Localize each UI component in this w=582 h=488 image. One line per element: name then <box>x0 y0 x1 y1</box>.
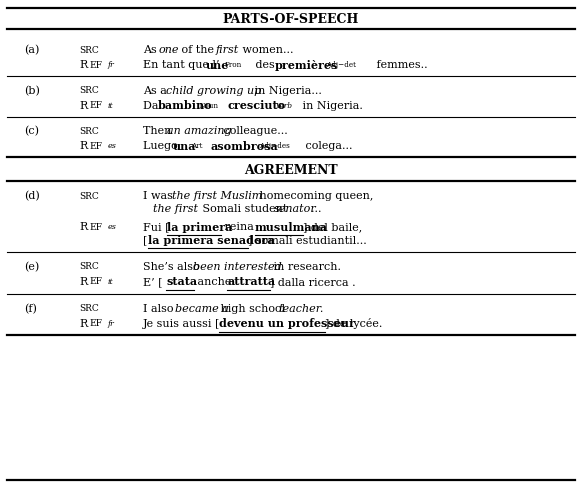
Text: women...: women... <box>239 45 294 55</box>
Text: EF: EF <box>90 223 102 232</box>
Text: in Nigeria...: in Nigeria... <box>251 86 322 96</box>
Text: asombrosa: asombrosa <box>210 141 278 152</box>
Text: ] somalí estudiantil...: ] somalí estudiantil... <box>248 235 367 245</box>
Text: la primera: la primera <box>168 222 233 233</box>
Text: [: [ <box>143 235 147 245</box>
Text: senator: senator <box>274 204 317 214</box>
Text: EF: EF <box>90 61 102 70</box>
Text: ...: ... <box>311 204 321 214</box>
Text: As: As <box>143 45 160 55</box>
Text: R: R <box>79 277 87 287</box>
Text: R: R <box>79 223 87 232</box>
Text: (a): (a) <box>24 45 40 56</box>
Text: child growing up: child growing up <box>166 86 261 96</box>
Text: (e): (e) <box>24 262 39 272</box>
Text: (d): (d) <box>24 191 40 202</box>
Text: Luego: Luego <box>143 141 181 151</box>
Text: fr: fr <box>108 320 115 328</box>
Text: Da: Da <box>143 101 162 111</box>
Text: I was: I was <box>143 191 176 202</box>
Text: reina: reina <box>221 223 257 232</box>
Text: been interested: been interested <box>193 262 282 272</box>
Text: it: it <box>108 278 113 286</box>
Text: EF: EF <box>90 278 102 286</box>
Text: devenu un professeur: devenu un professeur <box>219 318 355 329</box>
Text: colega...: colega... <box>302 141 353 151</box>
Text: anche: anche <box>194 277 235 287</box>
Text: EF: EF <box>90 142 102 151</box>
Text: teacher.: teacher. <box>278 304 324 314</box>
Text: R: R <box>79 319 87 329</box>
Text: SRC: SRC <box>79 192 99 201</box>
Text: SRC: SRC <box>79 46 99 55</box>
Text: the first: the first <box>154 204 198 214</box>
Text: SRC: SRC <box>79 86 99 95</box>
Text: one: one <box>159 45 179 55</box>
Text: Adj−det: Adj−det <box>326 61 356 69</box>
Text: in Nigeria.: in Nigeria. <box>299 101 363 111</box>
Text: ] del baile,: ] del baile, <box>303 223 363 232</box>
Text: Then: Then <box>143 126 175 136</box>
Text: Art: Art <box>191 142 203 150</box>
Text: femmes..: femmes.. <box>374 61 428 70</box>
Text: high school: high school <box>217 304 289 314</box>
Text: premières: premières <box>275 60 338 71</box>
Text: stata: stata <box>166 277 197 287</box>
Text: fr: fr <box>108 61 115 69</box>
Text: an amazing: an amazing <box>168 126 232 136</box>
Text: SRC: SRC <box>79 304 99 313</box>
Text: musulmana: musulmana <box>255 222 328 233</box>
Text: attratta: attratta <box>227 277 275 287</box>
Text: Je suis aussi [: Je suis aussi [ <box>143 319 221 329</box>
Text: la primera senadora: la primera senadora <box>148 235 275 245</box>
Text: SRC: SRC <box>79 263 99 271</box>
Text: ] dalla ricerca .: ] dalla ricerca . <box>270 277 356 287</box>
Text: (f): (f) <box>24 304 37 314</box>
Text: PARTS-OF-SPEECH: PARTS-OF-SPEECH <box>223 13 359 26</box>
Text: E’ [: E’ [ <box>143 277 162 287</box>
Text: I also: I also <box>143 304 177 314</box>
Text: Noun: Noun <box>198 102 219 110</box>
Text: Fui [: Fui [ <box>143 223 169 232</box>
Text: R: R <box>79 141 87 151</box>
Text: En tant que l’: En tant que l’ <box>143 61 219 70</box>
Text: As a: As a <box>143 86 171 96</box>
Text: AGREEMENT: AGREEMENT <box>244 164 338 177</box>
Text: cresciuto: cresciuto <box>227 101 285 111</box>
Text: R: R <box>79 101 87 111</box>
Text: es: es <box>108 142 116 150</box>
Text: the first Muslim: the first Muslim <box>172 191 262 202</box>
Text: Pron: Pron <box>225 61 242 69</box>
Text: Somali student: Somali student <box>198 204 290 214</box>
Text: first: first <box>216 45 239 55</box>
Text: SRC: SRC <box>79 126 99 136</box>
Text: it: it <box>108 102 113 110</box>
Text: (b): (b) <box>24 85 40 96</box>
Text: of the: of the <box>178 45 217 55</box>
Text: una: una <box>173 141 197 152</box>
Text: (c): (c) <box>24 126 39 136</box>
Text: EF: EF <box>90 319 102 328</box>
Text: une: une <box>205 60 229 71</box>
Text: es: es <box>108 224 116 231</box>
Text: in research.: in research. <box>269 262 340 272</box>
Text: homecoming queen,: homecoming queen, <box>256 191 374 202</box>
Text: bambino: bambino <box>158 101 212 111</box>
Text: des: des <box>251 61 278 70</box>
Text: EF: EF <box>90 102 102 110</box>
Text: She’s also: She’s also <box>143 262 203 272</box>
Text: Verb: Verb <box>275 102 292 110</box>
Text: ] de lycée.: ] de lycée. <box>325 318 382 329</box>
Text: R: R <box>79 61 87 70</box>
Text: colleague...: colleague... <box>219 126 288 136</box>
Text: Adj−des: Adj−des <box>259 142 290 150</box>
Text: became a: became a <box>175 304 229 314</box>
